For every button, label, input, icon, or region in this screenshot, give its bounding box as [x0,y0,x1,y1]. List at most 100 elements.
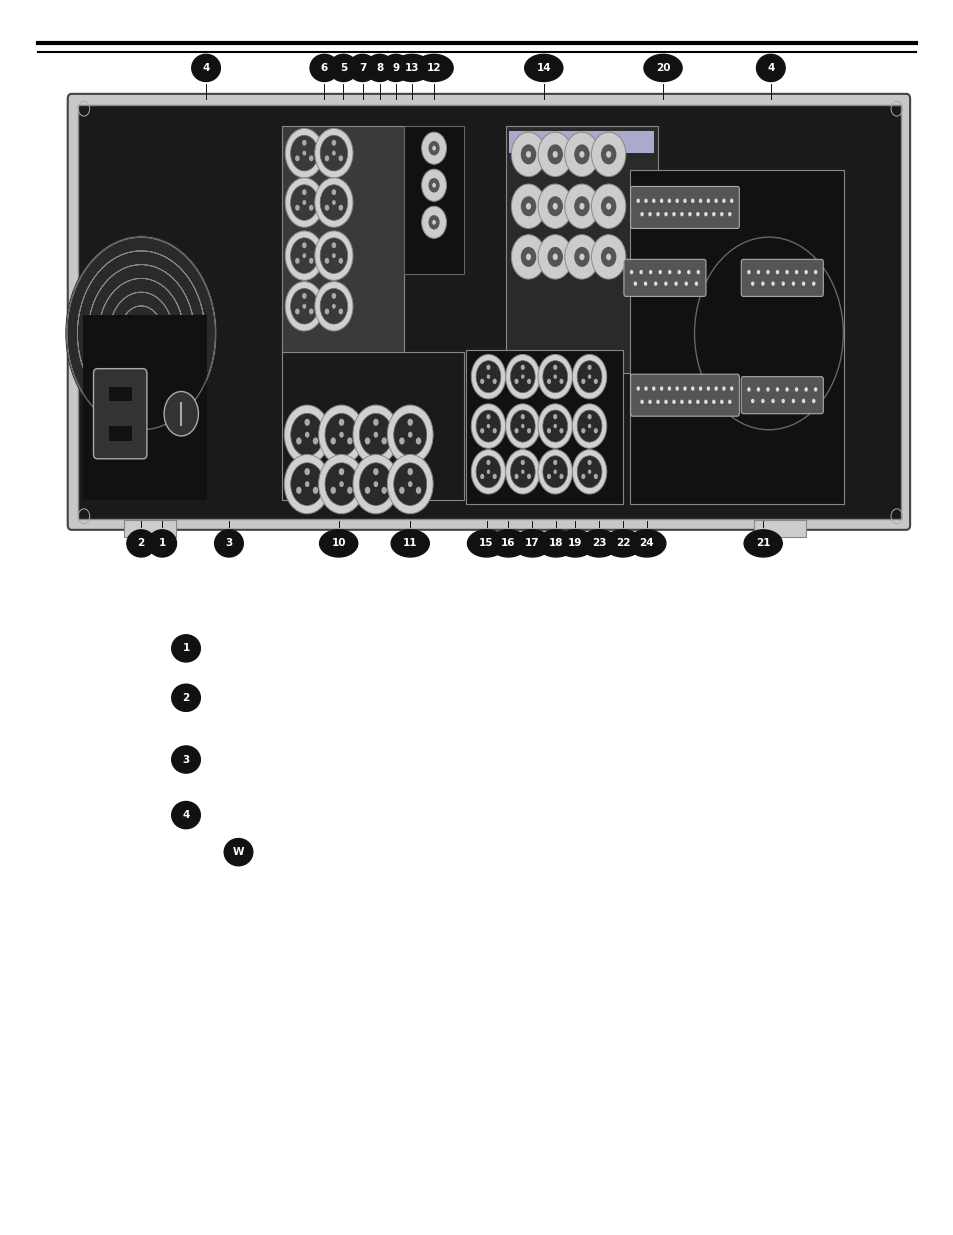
Circle shape [510,456,535,488]
FancyBboxPatch shape [93,369,147,458]
Circle shape [587,459,591,466]
Circle shape [636,387,639,390]
Circle shape [659,387,662,390]
Circle shape [526,429,531,433]
Circle shape [593,474,598,479]
Circle shape [639,270,642,274]
Ellipse shape [627,530,665,557]
Circle shape [302,293,306,299]
Text: 19: 19 [567,538,582,548]
Circle shape [471,404,505,448]
Ellipse shape [214,530,243,557]
Circle shape [803,270,807,274]
Circle shape [672,400,675,404]
Circle shape [813,388,817,391]
Circle shape [591,132,625,177]
Ellipse shape [756,54,784,82]
Circle shape [659,199,662,203]
Circle shape [648,270,652,274]
Circle shape [520,144,536,164]
Circle shape [553,424,557,429]
Circle shape [784,388,788,391]
Circle shape [510,410,535,442]
Circle shape [690,387,694,390]
Text: 2: 2 [137,538,145,548]
Circle shape [294,258,299,264]
Circle shape [353,454,398,514]
Text: 1: 1 [158,538,166,548]
Circle shape [284,454,330,514]
Bar [465,350,622,504]
Circle shape [471,450,505,494]
Circle shape [537,235,572,279]
Circle shape [750,282,754,285]
Circle shape [520,247,536,267]
Circle shape [727,400,731,404]
Circle shape [320,289,347,324]
Circle shape [302,189,306,195]
Text: 3: 3 [225,538,233,548]
Circle shape [572,450,606,494]
Circle shape [682,387,686,390]
Circle shape [408,432,412,437]
Bar [282,352,463,500]
Circle shape [285,282,323,331]
Circle shape [656,400,659,404]
Circle shape [486,459,490,466]
Circle shape [505,354,539,399]
Circle shape [309,156,314,162]
Text: 15: 15 [478,538,494,548]
Circle shape [639,400,643,404]
Circle shape [679,212,683,216]
Circle shape [699,199,701,203]
Circle shape [320,136,347,170]
Circle shape [486,414,490,420]
Circle shape [667,387,670,390]
Circle shape [587,414,591,420]
Circle shape [578,151,584,158]
Circle shape [682,199,686,203]
Text: 24: 24 [639,538,654,548]
Circle shape [65,235,217,432]
Circle shape [553,469,557,474]
Circle shape [338,419,344,426]
Circle shape [791,399,794,403]
Circle shape [765,388,769,391]
Circle shape [537,132,572,177]
Circle shape [332,140,335,146]
Bar [282,126,404,373]
Circle shape [313,487,318,494]
Ellipse shape [743,530,781,557]
Ellipse shape [513,530,551,557]
Circle shape [654,282,657,285]
Circle shape [398,437,404,445]
Ellipse shape [310,54,338,82]
Circle shape [577,361,601,393]
Circle shape [514,429,518,433]
Bar [109,387,132,401]
Circle shape [727,212,731,216]
Circle shape [699,387,701,390]
Bar [124,520,176,537]
Circle shape [294,205,299,211]
FancyBboxPatch shape [630,374,739,416]
Ellipse shape [224,839,253,866]
Circle shape [593,379,598,384]
Circle shape [479,379,484,384]
Circle shape [332,242,335,248]
Circle shape [696,400,699,404]
Circle shape [520,374,524,379]
Circle shape [302,151,306,156]
Ellipse shape [172,635,200,662]
Circle shape [320,238,347,273]
Circle shape [324,258,329,264]
Circle shape [547,196,562,216]
Circle shape [407,468,413,475]
Circle shape [600,247,616,267]
Circle shape [330,437,335,445]
Circle shape [381,487,387,494]
Circle shape [558,474,563,479]
Circle shape [364,437,370,445]
Circle shape [729,199,733,203]
Text: 20: 20 [655,63,670,73]
